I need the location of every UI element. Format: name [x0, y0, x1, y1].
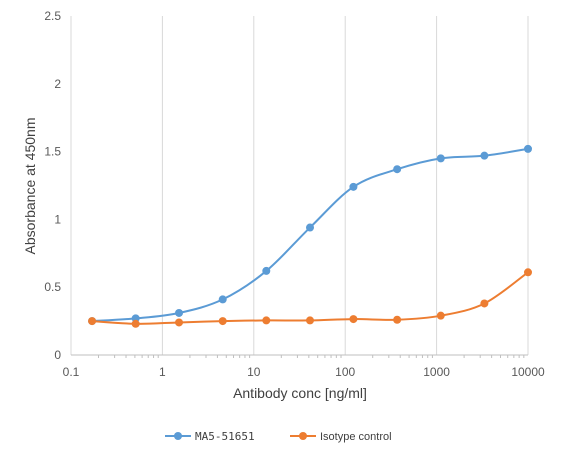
- data-point-ma5-51651-3: [218, 295, 227, 304]
- x-axis-title: Antibody conc [ng/ml]: [233, 385, 367, 401]
- legend: MA5-51651 Isotype control: [165, 430, 392, 443]
- data-point-ma5-51651-10: [524, 144, 532, 153]
- y-axis-title: Absorbance at 450nm: [22, 118, 38, 255]
- series-line-ma5-51651: [92, 147, 529, 323]
- data-point-ma5-51651-8: [436, 154, 445, 163]
- y-tick-label-5: 2.5: [44, 9, 61, 23]
- y-tick-labels: 0 0.5 1 1.5 2 2.5: [44, 9, 61, 362]
- data-point-ma5-51651-4: [262, 266, 271, 275]
- data-point-isotype-control-0: [88, 317, 97, 326]
- data-point-ma5-51651-5: [306, 223, 315, 232]
- data-point-isotype-control-5: [306, 316, 315, 325]
- legend-swatch-marker-ma5-51651: [174, 432, 182, 440]
- legend-label-ma5-51651: MA5-51651: [195, 430, 255, 443]
- data-point-isotype-control-9: [480, 299, 489, 308]
- plot-area: [70, 16, 532, 358]
- x-minor-ticks: [98, 355, 525, 358]
- y-tick-label-1: 0.5: [44, 280, 61, 294]
- x-tick-label-0: 0.1: [63, 365, 80, 379]
- data-point-ma5-51651-7: [393, 165, 402, 174]
- y-tick-label-4: 2: [54, 77, 61, 91]
- y-tick-label-3: 1.5: [44, 145, 61, 159]
- y-tick-label-0: 0: [54, 348, 61, 362]
- x-tick-label-5: 10000: [511, 365, 545, 379]
- x-tick-label-3: 100: [335, 365, 355, 379]
- data-point-ma5-51651-2: [175, 308, 184, 317]
- data-point-ma5-51651-9: [480, 151, 489, 160]
- data-point-isotype-control-10: [524, 268, 532, 277]
- data-point-isotype-control-8: [436, 311, 445, 320]
- y-tick-label-2: 1: [54, 212, 61, 226]
- data-point-ma5-51651-6: [349, 182, 358, 191]
- data-point-isotype-control-6: [349, 315, 358, 324]
- data-point-isotype-control-3: [218, 317, 227, 326]
- legend-label-isotype-control: Isotype control: [320, 431, 392, 443]
- x-tick-label-4: 1000: [423, 365, 450, 379]
- data-point-isotype-control-2: [175, 318, 184, 327]
- gridlines: [70, 16, 529, 355]
- series-layer: [88, 144, 532, 328]
- legend-swatch-marker-isotype-control: [299, 432, 307, 440]
- x-tick-labels: 0.1 1 10 100 1000 10000: [63, 365, 545, 379]
- data-point-isotype-control-1: [131, 319, 140, 328]
- data-point-isotype-control-7: [393, 315, 402, 324]
- x-tick-label-1: 1: [159, 365, 166, 379]
- x-tick-label-2: 10: [247, 365, 261, 379]
- data-point-isotype-control-4: [262, 316, 271, 325]
